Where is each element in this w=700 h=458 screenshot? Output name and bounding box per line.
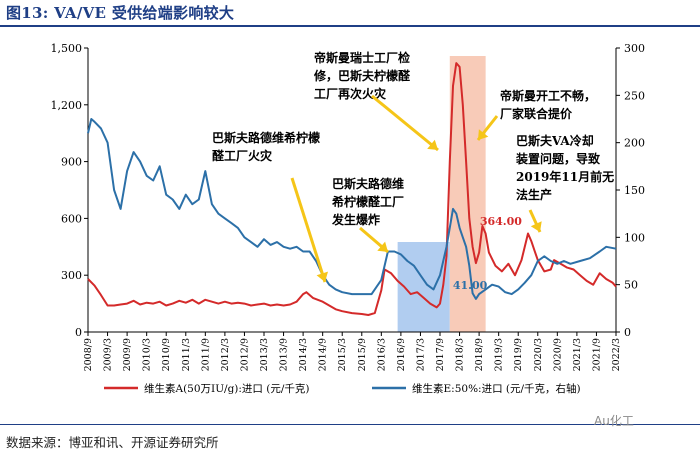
y-right-tick-label: 100 [624, 231, 645, 244]
y-right-tick-label: 300 [624, 42, 645, 55]
va-point-label: 364.00 [480, 215, 522, 228]
x-tick-label: 2019/3 [494, 338, 505, 371]
annotation-text-a5: 法生产 [516, 187, 552, 202]
ve-series-line [87, 118, 617, 300]
annotation-arrowhead [530, 221, 542, 232]
y-left-tick-label: 300 [61, 269, 82, 282]
x-tick-label: 2015/3 [337, 338, 348, 371]
annotations: 41.00 364.00 巴斯夫路德维希柠檬醛工厂火灾巴斯夫路德维希柠檬醛工厂发生爆… [212, 50, 614, 292]
annotation-arrowhead [316, 271, 328, 282]
annotation-text-a2: 发生爆炸 [331, 212, 380, 227]
legend-label: 维生素A(50万IU/g):进口 (元/千克) [144, 382, 310, 395]
annotation-text-a5: 巴斯夫VA冷却 [516, 133, 594, 148]
annotation-text-a5: 装置问题，导致 [515, 151, 601, 166]
annotation-text-a2: 希柠檬醛工厂 [331, 194, 404, 209]
annotation-text-a1: 巴斯夫路德维希柠檬 [212, 130, 320, 145]
annotation-arrowhead [478, 129, 489, 140]
y-left-tick-label: 0 [75, 326, 82, 339]
x-tick-label: 2009/3 [103, 338, 114, 371]
highlight-band [397, 242, 450, 332]
axes: 0 300 600 900 1,200 1,500 0 50 100 150 200 250 300 20… [51, 42, 646, 371]
annotation-text-a2: 巴斯夫路德维 [332, 176, 404, 191]
chart: 0 300 600 900 1,200 1,500 0 50 100 150 200 250 300 20… [51, 42, 646, 395]
legend: 维生素A(50万IU/g):进口 (元/千克) 维生素E:50%:进口 (元/千克… [104, 382, 581, 395]
y-right-tick-label: 200 [624, 137, 645, 150]
x-tick-label: 2014/3 [298, 338, 309, 371]
annotation-text-a3: 修，巴斯夫柠檬醛 [313, 68, 411, 83]
x-tick-label: 2020/9 [552, 338, 563, 371]
figure-title: 图13: VA/VE 受供给端影响较大 [6, 4, 235, 22]
series-lines [87, 62, 617, 316]
y-right-tick-label: 250 [624, 89, 645, 102]
annotation-text-a3: 帝斯曼瑞士工厂检 [314, 50, 410, 65]
x-tick-label: 2015/9 [357, 338, 368, 371]
x-tick-label: 2013/3 [259, 338, 270, 371]
va-series-line [87, 62, 617, 316]
annotation-text-a5: 2019年11月前无 [516, 169, 614, 184]
source-note: 数据来源：博亚和讯、开源证券研究所 [6, 435, 219, 450]
y-right-tick-label: 0 [624, 326, 631, 339]
x-tick-label: 2011/3 [181, 338, 192, 371]
x-tick-label: 2022/3 [611, 338, 622, 371]
x-tick-label: 2012/3 [220, 338, 231, 371]
x-tick-label: 2010/9 [161, 338, 172, 371]
y-left-tick-label: 600 [61, 212, 82, 225]
title-rule [0, 25, 700, 27]
annotation-text-a4: 帝斯曼开工不畅， [500, 88, 596, 103]
legend-label: 维生素E:50%:进口 (元/千克，右轴) [412, 382, 581, 395]
watermark: Au化工 [594, 414, 634, 428]
annotation-text-a4: 厂家联合提价 [500, 106, 573, 121]
x-tick-label: 2017/9 [435, 338, 446, 371]
x-tick-label: 2019/9 [513, 338, 524, 371]
annotation-text-a1: 醛工厂火灾 [212, 148, 273, 163]
x-tick-label: 2021/3 [572, 338, 583, 371]
x-tick-label: 2014/9 [318, 338, 329, 371]
x-tick-label: 2016/3 [376, 338, 387, 371]
annotation-arrowhead [377, 241, 388, 252]
x-tick-label: 2012/9 [239, 338, 250, 371]
y-right-tick-label: 150 [624, 184, 645, 197]
annotation-arrow [371, 94, 439, 152]
annotation-arrowhead [427, 139, 438, 150]
y-left-tick-label: 900 [61, 156, 82, 169]
x-tick-label: 2016/9 [396, 338, 407, 371]
x-tick-label: 2017/3 [415, 338, 426, 371]
x-tick-label: 2018/9 [474, 338, 485, 371]
x-tick-label: 2010/3 [142, 338, 153, 371]
x-tick-label: 2008/9 [83, 338, 94, 371]
x-tick-label: 2013/9 [279, 338, 290, 371]
x-tick-label: 2021/9 [591, 338, 602, 371]
annotation-arrow [290, 177, 327, 283]
y-left-tick-label: 1,200 [51, 99, 83, 112]
y-left-tick-label: 1,500 [51, 42, 83, 55]
annotation-text-a3: 工厂再次火灾 [314, 86, 387, 101]
x-tick-label: 2009/9 [122, 338, 133, 371]
bottom-rule [0, 424, 700, 425]
x-tick-label: 2011/9 [200, 338, 211, 371]
y-right-tick-label: 50 [624, 279, 638, 292]
x-tick-label: 2018/3 [455, 338, 466, 371]
ve-point-label: 41.00 [453, 279, 488, 292]
x-tick-label: 2020/3 [533, 338, 544, 371]
